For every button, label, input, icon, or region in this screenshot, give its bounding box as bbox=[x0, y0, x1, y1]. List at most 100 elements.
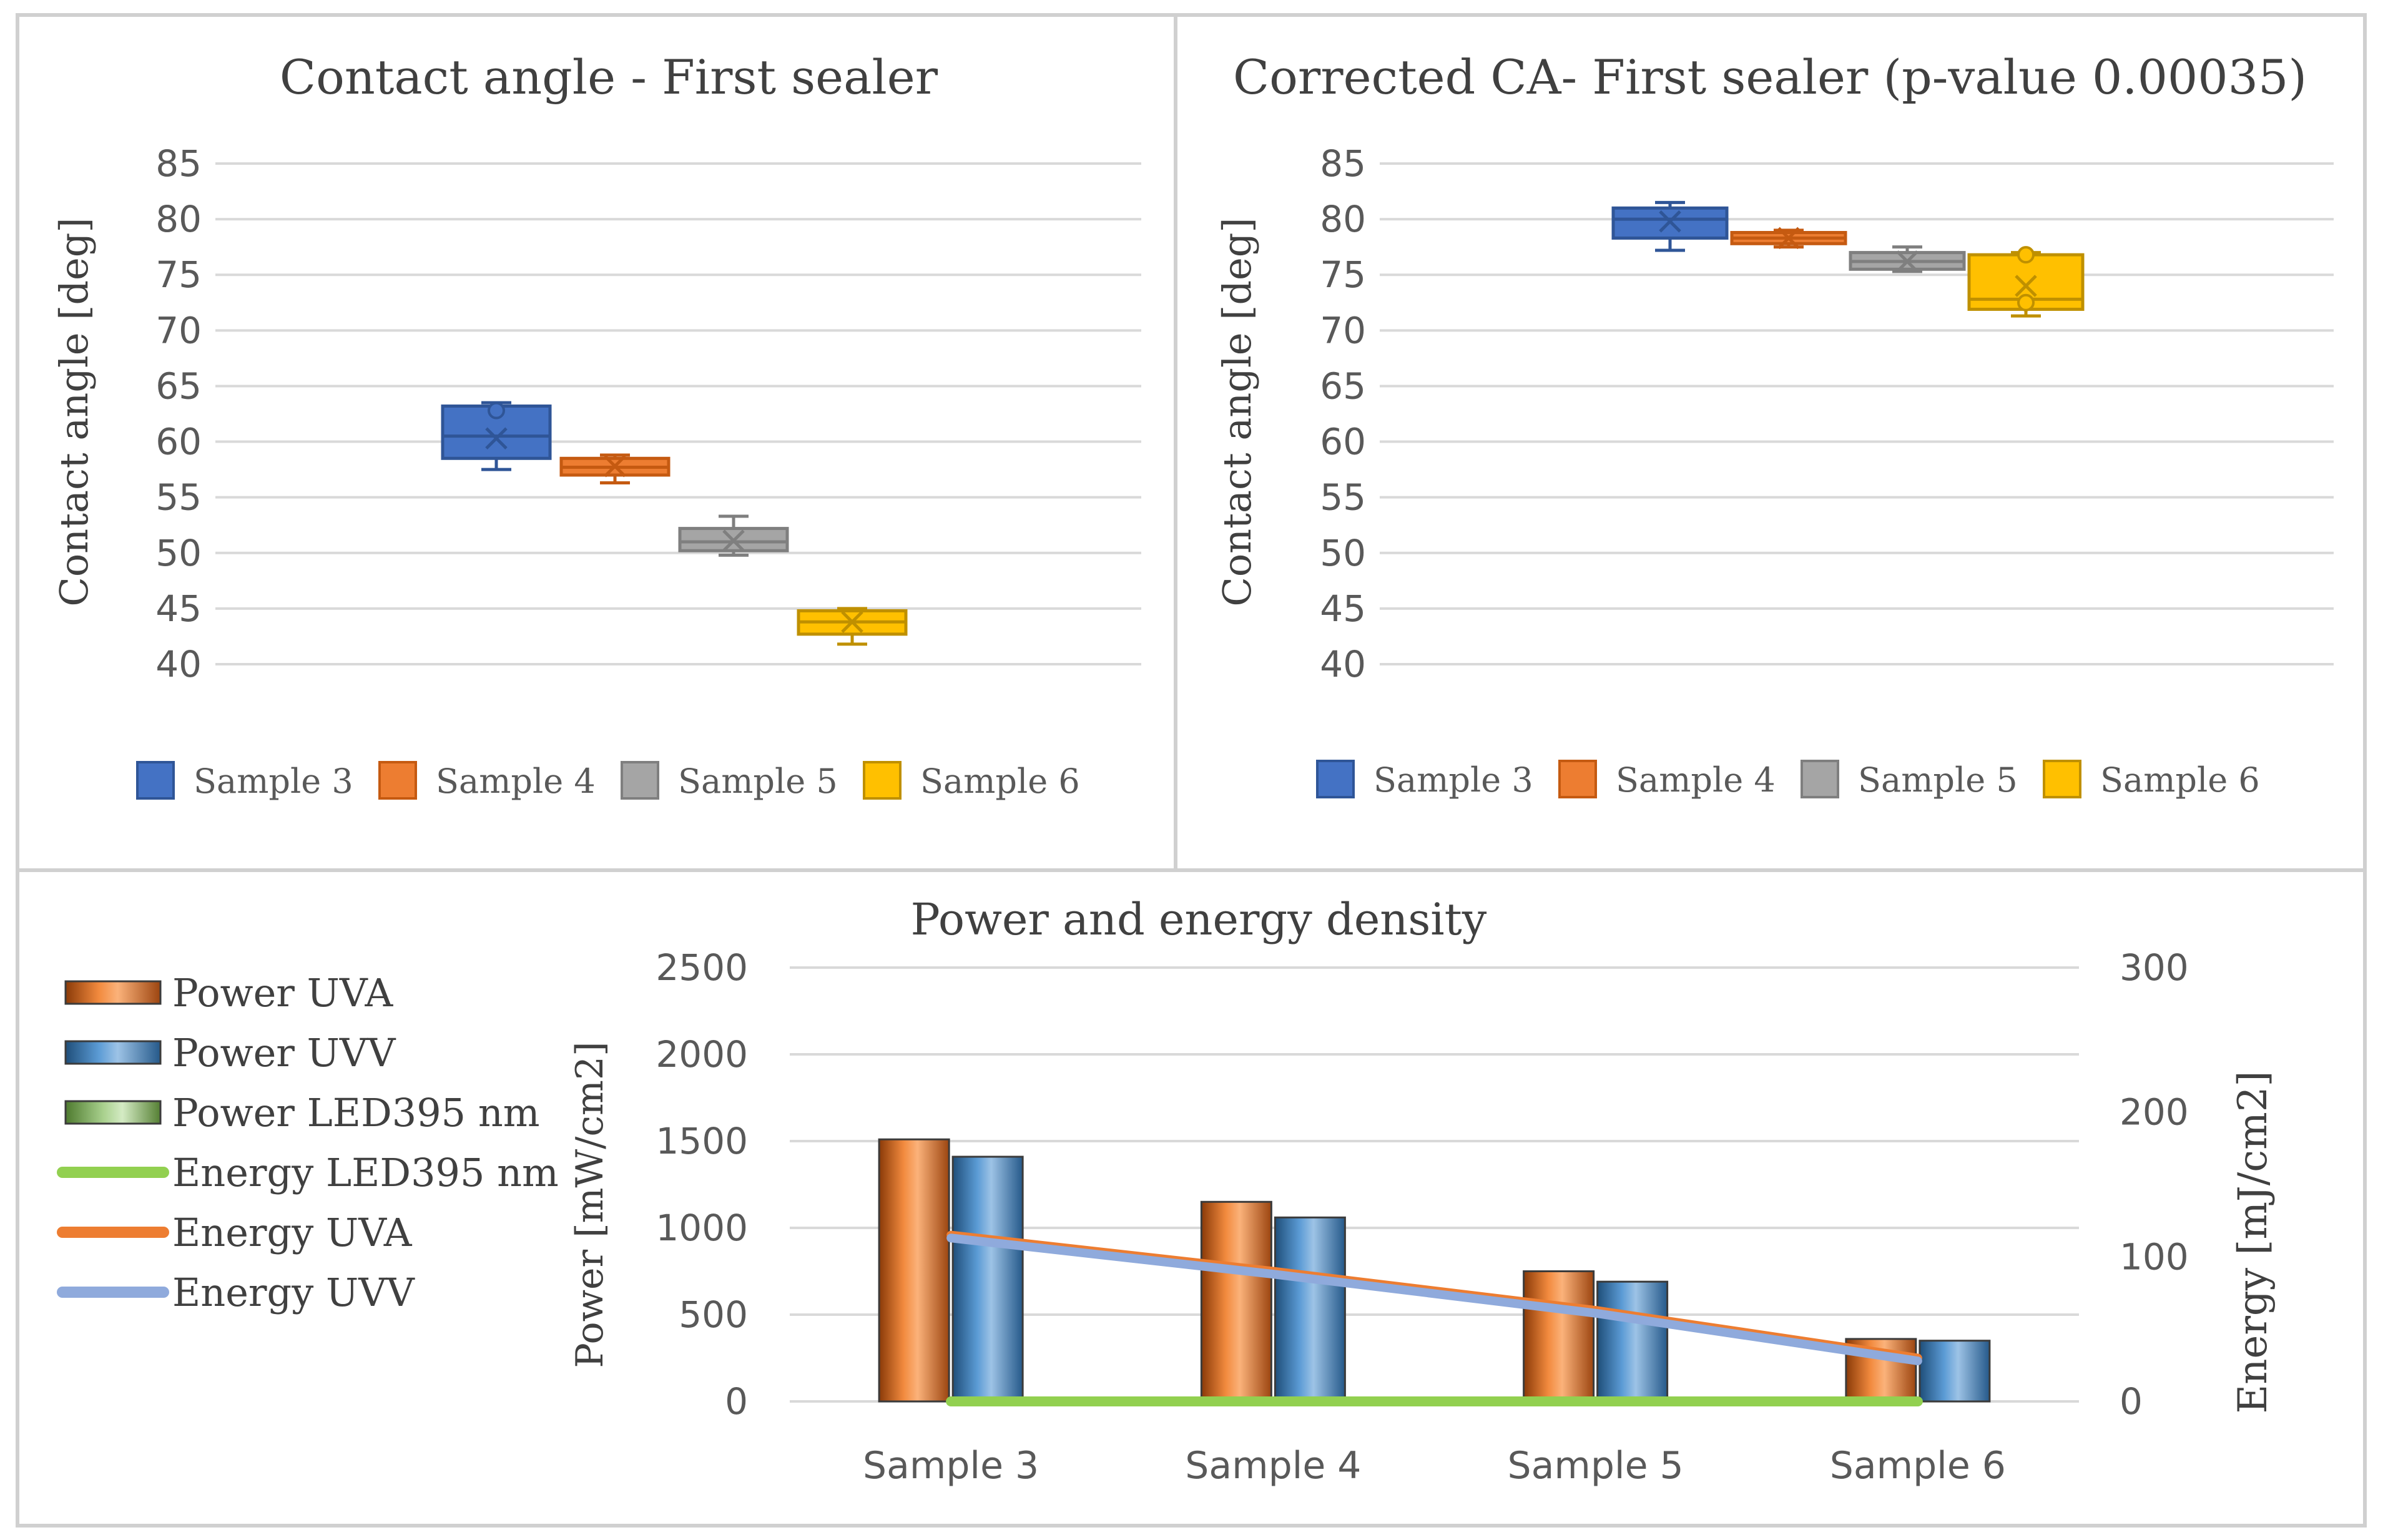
y-tick-label: 80 bbox=[1320, 198, 1366, 240]
chart-title: Contact angle - First sealer bbox=[280, 49, 938, 105]
lines bbox=[946, 1230, 1923, 1406]
legend-label: Energy UVA bbox=[172, 1210, 413, 1255]
box-iqr bbox=[678, 527, 789, 552]
y-tick-label: 55 bbox=[155, 476, 202, 519]
y2-tick-label: 200 bbox=[2120, 1091, 2189, 1134]
y-tick-label: 70 bbox=[1320, 309, 1366, 351]
legend-entry: Power LED395 nm bbox=[64, 1090, 540, 1135]
legend: Sample 3 Sample 4 Sample 5 Sample 6 bbox=[1316, 760, 2260, 800]
y-axis-label: Power [mW/cm2] bbox=[568, 1042, 612, 1368]
chart-contact-angle: Contact angle - First sealer Contact ang… bbox=[51, 49, 1141, 801]
mean-marker bbox=[604, 454, 626, 478]
legend-entry: Sample 3 bbox=[1316, 760, 1533, 800]
line-energy-uvv bbox=[946, 1233, 1922, 1366]
legend-label: Power LED395 nm bbox=[172, 1090, 540, 1135]
bar-power-uvv bbox=[1919, 1340, 1991, 1403]
x-tick-label: Sample 5 bbox=[1508, 1444, 1684, 1488]
x-tick-label: Sample 6 bbox=[1830, 1444, 2006, 1488]
x-tick-label: Sample 3 bbox=[863, 1444, 1039, 1488]
y-tick-labels: 40 45 50 55 60 65 70 75 80 85 bbox=[155, 142, 202, 685]
panel-frame-power bbox=[16, 868, 2367, 1528]
y-tick-label: 85 bbox=[155, 142, 202, 185]
legend-swatch bbox=[1558, 760, 1597, 798]
y-tick-label: 500 bbox=[679, 1293, 748, 1336]
y-tick-label: 45 bbox=[155, 587, 202, 630]
boxes bbox=[1611, 200, 2085, 318]
legend-entry: Energy LED395 nm bbox=[57, 1150, 559, 1195]
box-sample-5 bbox=[1849, 245, 1966, 273]
legend-label: Power UVV bbox=[172, 1030, 396, 1076]
y-tick-label: 85 bbox=[1320, 142, 1366, 185]
mean-marker bbox=[485, 427, 508, 449]
chart-corrected-contact-angle: Corrected CA- First sealer (p-value 0.00… bbox=[1214, 49, 2334, 800]
y-tick-labels: 40 45 50 55 60 65 70 75 80 85 bbox=[1320, 142, 1366, 685]
y-tick-label: 40 bbox=[1320, 643, 1366, 685]
legend-label: Sample 6 bbox=[2100, 760, 2260, 800]
y-tick-labels: 0 500 1000 1500 2000 2500 bbox=[656, 946, 748, 1423]
legend-entry: Sample 4 bbox=[1558, 760, 1776, 800]
outlier-point bbox=[2017, 293, 2035, 311]
x-tick-label: Sample 4 bbox=[1185, 1444, 1361, 1488]
bar-power-uva bbox=[878, 1138, 950, 1403]
box-sample-3 bbox=[441, 401, 552, 471]
legend-swatch bbox=[64, 1100, 162, 1125]
y-tick-label: 1000 bbox=[656, 1207, 748, 1249]
y-tick-label: 70 bbox=[155, 309, 202, 351]
legend-label: Sample 3 bbox=[1373, 760, 1533, 800]
bar-power-uva bbox=[1200, 1200, 1272, 1403]
y-tick-label: 60 bbox=[1320, 421, 1366, 463]
y-tick-label: 0 bbox=[725, 1380, 748, 1423]
chart-title: Power and energy density bbox=[911, 894, 1487, 945]
legend-swatch bbox=[621, 761, 659, 800]
bar-power-uvv bbox=[1274, 1216, 1346, 1403]
bar-power-uva bbox=[1523, 1270, 1595, 1403]
y-tick-label: 2000 bbox=[656, 1033, 748, 1076]
box-sample-4 bbox=[559, 453, 671, 484]
mean-marker bbox=[2015, 275, 2037, 297]
y-tick-label: 45 bbox=[1320, 587, 1366, 630]
outlier-point bbox=[2017, 246, 2035, 264]
y-tick-label: 50 bbox=[155, 532, 202, 574]
legend: Sample 3 Sample 4 Sample 5 Sample 6 bbox=[136, 761, 1080, 801]
mean-marker bbox=[1659, 210, 1681, 233]
legend-entry: Power UVA bbox=[64, 970, 393, 1016]
legend-entry: Power UVV bbox=[64, 1030, 396, 1076]
legend-label: Sample 6 bbox=[920, 762, 1080, 801]
legend-entry: Sample 3 bbox=[136, 761, 353, 801]
box-sample-6 bbox=[797, 607, 908, 646]
chart-power-energy: Power and energy density Power [mW/cm2] … bbox=[57, 894, 2276, 1488]
y-tick-label: 80 bbox=[155, 198, 202, 240]
legend-entry: Sample 4 bbox=[378, 761, 596, 801]
y-tick-label: 75 bbox=[1320, 253, 1366, 296]
bar-power-uvv bbox=[951, 1155, 1024, 1403]
legend-label: Power UVA bbox=[172, 970, 393, 1016]
outlier-point bbox=[488, 401, 505, 419]
legend-swatch bbox=[1316, 760, 1355, 798]
gridlines bbox=[215, 162, 1141, 665]
box-sample-6 bbox=[1967, 246, 2085, 318]
y-tick-label: 50 bbox=[1320, 532, 1366, 574]
y-tick-label: 60 bbox=[155, 421, 202, 463]
x-tick-labels: Sample 3 Sample 4 Sample 5 Sample 6 bbox=[863, 1444, 2006, 1488]
legend-entry: Sample 5 bbox=[621, 761, 838, 801]
y-tick-label: 65 bbox=[1320, 365, 1366, 407]
box-sample-3 bbox=[1611, 200, 1729, 252]
bars bbox=[878, 1138, 1991, 1403]
y-axis-label: Contact angle [deg] bbox=[51, 217, 97, 606]
y2-tick-label: 100 bbox=[2120, 1235, 2189, 1278]
mean-marker bbox=[1777, 227, 1800, 250]
legend-swatch bbox=[863, 761, 902, 800]
legend-label: Energy LED395 nm bbox=[172, 1150, 559, 1195]
mean-marker bbox=[841, 611, 863, 634]
legend-entry: Sample 6 bbox=[2043, 760, 2260, 800]
y2-tick-label: 300 bbox=[2120, 946, 2189, 989]
legend-swatch bbox=[136, 761, 175, 800]
y-tick-label: 2500 bbox=[656, 946, 748, 989]
legend-label: Sample 4 bbox=[436, 762, 596, 801]
box-sample-4 bbox=[1730, 227, 1847, 250]
legend-swatch bbox=[2043, 760, 2081, 798]
y2-axis-label: Energy [mJ/cm2] bbox=[2230, 1071, 2276, 1414]
legend-swatch bbox=[378, 761, 417, 800]
legend-entry: Sample 5 bbox=[1801, 760, 2018, 800]
